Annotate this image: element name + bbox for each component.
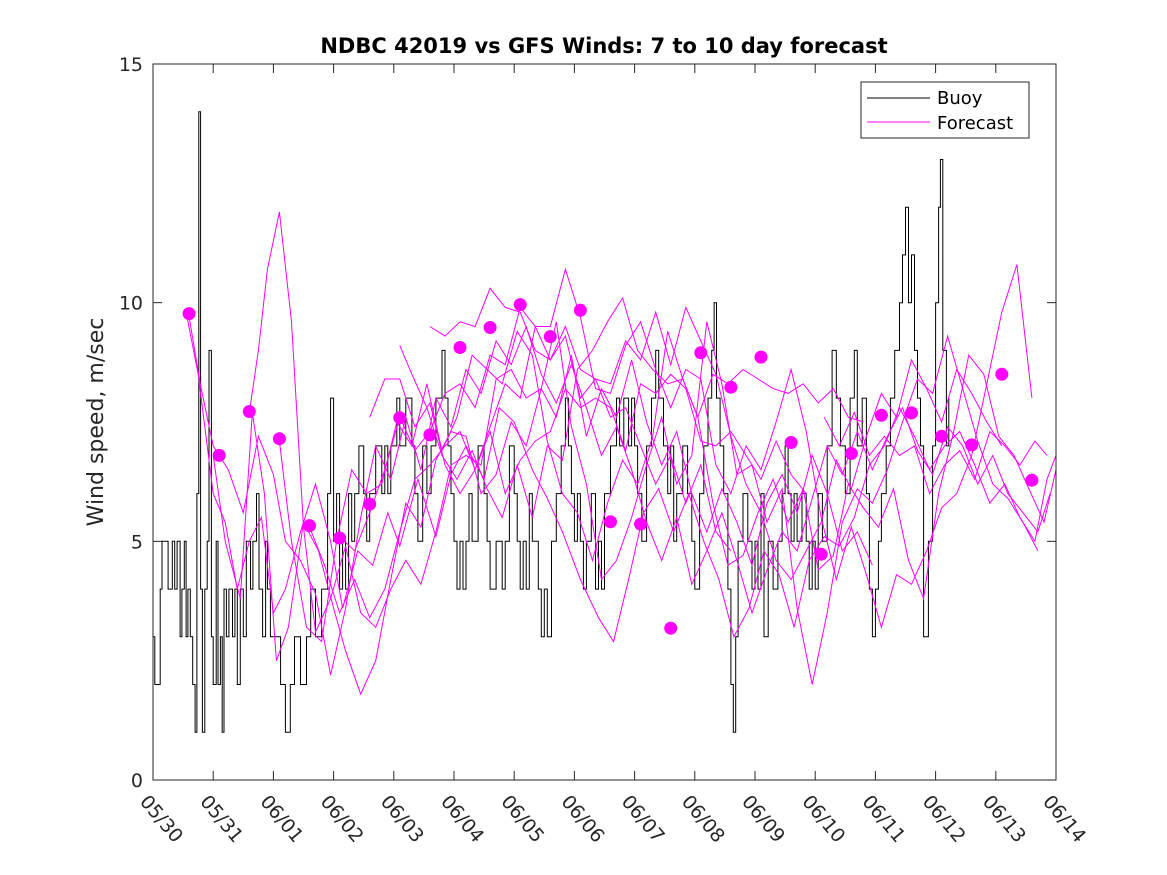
forecast-marker-8 xyxy=(393,411,407,425)
forecast-marker-4 xyxy=(272,432,286,446)
y-tick-label-2: 10 xyxy=(119,293,143,315)
forecast-marker-21 xyxy=(784,436,798,449)
forecast-marker-3 xyxy=(242,405,256,418)
y-axis-label: Wind speed, m/sec xyxy=(84,318,109,527)
legend-box xyxy=(860,81,1030,139)
plot-area xyxy=(153,64,1056,780)
forecast-run-line-6 xyxy=(309,305,1003,619)
forecast-marker-24 xyxy=(874,408,888,422)
forecast-marker-16 xyxy=(634,517,648,531)
forecast-run-line-9 xyxy=(399,296,864,519)
forecast-run-line-3 xyxy=(212,355,873,696)
forecast-marker-17 xyxy=(664,621,678,635)
forecast-marker-7 xyxy=(363,497,377,511)
forecast-run-line-11 xyxy=(823,411,1048,495)
forecast-marker-5 xyxy=(303,519,316,533)
forecast-marker-28 xyxy=(995,367,1009,381)
y-tick-label-0: 0 xyxy=(131,770,143,792)
forecast-run-line-2 xyxy=(188,316,1051,676)
forecast-marker-19 xyxy=(724,380,738,394)
legend-label-forecast: Forecast xyxy=(937,113,1013,134)
forecast-marker-27 xyxy=(965,438,979,452)
forecast-run-line-1 xyxy=(185,312,1056,643)
forecast-marker-20 xyxy=(754,350,768,364)
forecast-run-line-7 xyxy=(339,264,1033,630)
buoy-series-line xyxy=(153,111,950,733)
forecast-marker-6 xyxy=(333,531,347,545)
forecast-marker-14 xyxy=(573,303,587,317)
forecast-marker-11 xyxy=(483,321,497,334)
y-tick-label-3: 15 xyxy=(119,54,143,76)
chart-title: NDBC 42019 vs GFS Winds: 7 to 10 day for… xyxy=(320,34,887,58)
forecast-marker-29 xyxy=(1025,473,1039,487)
y-tick-label-1: 5 xyxy=(131,531,143,553)
axes-box xyxy=(152,63,1057,781)
legend: Buoy Forecast xyxy=(860,81,1030,139)
forecast-marker-26 xyxy=(935,429,949,443)
forecast-marker-22 xyxy=(814,547,828,561)
forecast-run-line-8 xyxy=(369,373,807,496)
forecast-marker-13 xyxy=(543,330,557,344)
forecast-run-line-10 xyxy=(429,287,732,552)
forecast-marker-15 xyxy=(604,515,617,529)
forecast-marker-12 xyxy=(513,298,527,312)
forecast-run-line-5 xyxy=(278,330,1056,643)
forecast-marker-2 xyxy=(212,448,226,462)
forecast-marker-18 xyxy=(694,346,708,360)
forecast-marker-10 xyxy=(453,341,467,354)
forecast-marker-23 xyxy=(844,447,858,460)
forecast-marker-25 xyxy=(905,406,918,420)
forecast-run-line-4 xyxy=(248,211,1039,685)
legend-label-buoy: Buoy xyxy=(937,88,983,109)
forecast-marker-9 xyxy=(423,428,437,442)
forecast-marker-1 xyxy=(182,307,196,321)
